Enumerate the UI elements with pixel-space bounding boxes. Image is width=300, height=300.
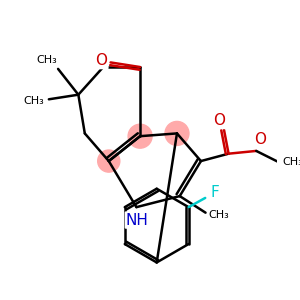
Text: NH: NH: [126, 213, 149, 228]
Circle shape: [98, 150, 120, 172]
Text: CH₃: CH₃: [24, 96, 44, 106]
Text: O: O: [213, 113, 225, 128]
Text: CH₃: CH₃: [283, 157, 300, 167]
Circle shape: [165, 122, 189, 146]
Text: F: F: [210, 185, 219, 200]
Text: O: O: [254, 132, 266, 147]
Text: CH₃: CH₃: [208, 209, 229, 220]
Text: CH₃: CH₃: [37, 55, 57, 65]
Circle shape: [128, 124, 152, 148]
Text: O: O: [95, 53, 107, 68]
